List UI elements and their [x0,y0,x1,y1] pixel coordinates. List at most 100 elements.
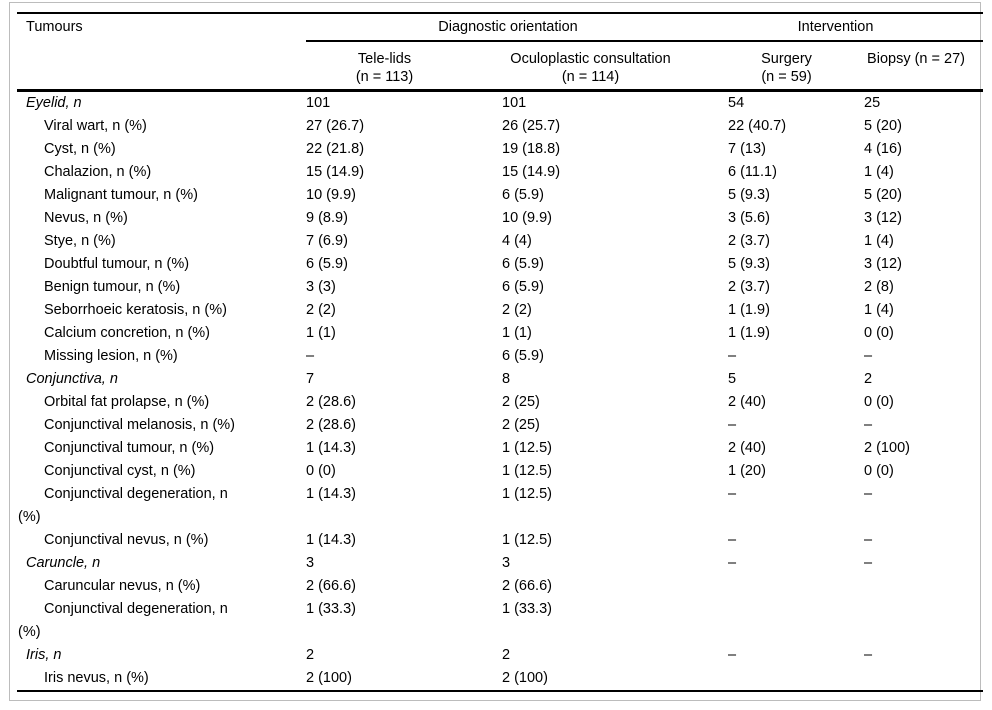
table-row: Conjunctival degeneration, n (%) 1 (33.3) 1… [17,598,983,644]
value-cell: 0 (0) [864,393,894,410]
table-row: Conjunctival tumour, n (%) 1 (14.3) 1 (12.… [17,437,983,460]
value-cell: – [306,347,315,364]
value-cell: 2 (25) [502,393,540,410]
table-row: Eyelid, n 101 101 54 25 [17,90,983,115]
group-header-diagnostic-orientation: Diagnostic orientation [306,13,729,42]
table-row: Orbital fat prolapse, n (%) 2 (28.6) 2 (25… [17,391,983,414]
row-label-text: Caruncular nevus, n (%) [44,577,201,594]
row-label-text: Malignant tumour, n (%) [44,186,198,203]
row-label-text: Conjunctival cyst, n (%) [44,462,196,479]
value-cell: – [864,554,873,571]
value-cell: 2 (100) [502,669,548,686]
row-label-text: Cyst, n (%) [44,140,116,157]
value-cell: 26 (25.7) [502,117,561,134]
value-cell: 1 (14.3) [306,485,356,502]
table-row: Chalazion, n (%) 15 (14.9) 15 (14.9) 6 (11.… [17,161,983,184]
column-sublabel: (n = 114) [561,69,620,85]
value-cell: 8 [502,370,511,387]
value-cell: – [864,646,873,663]
value-cell: – [864,531,873,548]
row-label-text: Stye, n (%) [44,232,116,249]
row-label-item: Conjunctival degeneration, n (%) [17,483,306,529]
row-label-item: Orbital fat prolapse, n (%) [17,391,306,414]
value-cell: 1 (4) [864,301,894,318]
value-cell: 6 (5.9) [502,186,544,203]
value-cell: 7 (13) [728,140,766,157]
row-label-text: Conjunctival melanosis, n (%) [44,416,235,433]
row-label-text: Missing lesion, n (%) [44,347,178,364]
row-label-section: Iris, n [17,644,306,667]
value-cell: 2 (3.7) [728,232,770,249]
column-sublabel: (n = 59) [761,69,812,85]
value-cell [864,598,983,644]
value-cell [728,598,864,644]
table-row: Iris, n 2 2 – – [17,644,983,667]
column-label: Surgery [761,51,812,67]
value-cell: 1 (14.3) [306,531,356,548]
value-cell: 19 (18.8) [502,140,561,157]
row-label-text: Conjunctival degeneration, n [44,485,228,502]
value-cell: 3 (3) [306,278,336,295]
value-cell: 3 (12) [864,255,902,272]
value-cell: 22 (21.8) [306,140,365,157]
value-cell: 2 (100) [864,439,910,456]
value-cell: 1 (1) [306,324,336,341]
value-cell: – [728,416,737,433]
value-cell: 1 (33.3) [306,600,356,617]
column-header-tumours: Tumours [17,13,306,92]
value-cell: 2 (3.7) [728,278,770,295]
value-cell: 1 (12.5) [502,485,552,502]
group-header-intervention: Intervention [728,13,984,42]
value-cell: 15 (14.9) [502,163,561,180]
value-cell: – [728,347,737,364]
value-cell [864,667,983,691]
row-label-item: Nevus, n (%) [17,207,306,230]
value-cell: 15 (14.9) [306,163,365,180]
value-cell: 2 (66.6) [306,577,356,594]
column-header-surgery: Surgery (n = 59) [728,41,865,92]
row-label-section: Conjunctiva, n [17,368,306,391]
table-row: Missing lesion, n (%) – 6 (5.9) – – [17,345,983,368]
table-row: Viral wart, n (%) 27 (26.7) 26 (25.7) 22 (4… [17,115,983,138]
row-label-text: Conjunctiva, n [26,370,118,387]
value-cell: 1 (4) [864,232,894,249]
value-cell: 1 (14.3) [306,439,356,456]
value-cell: 2 (66.6) [502,577,552,594]
table-row: Doubtful tumour, n (%) 6 (5.9) 6 (5.9) 5 (9… [17,253,983,276]
value-cell: – [728,554,737,571]
row-label-section: Eyelid, n [17,90,306,115]
tumours-table: Tumours Diagnostic orientation Intervent… [17,12,984,692]
table-row: Conjunctival nevus, n (%) 1 (14.3) 1 (12.5… [17,529,983,552]
row-label-item: Chalazion, n (%) [17,161,306,184]
value-cell: – [864,485,873,502]
value-cell: 1 (1) [502,324,532,341]
row-label-wrap-text: (%) [18,508,41,525]
value-cell: 6 (11.1) [728,163,777,180]
row-label-item: Conjunctival tumour, n (%) [17,437,306,460]
value-cell: 101 [306,94,331,111]
value-cell: 2 (25) [502,416,540,433]
value-cell: – [728,531,737,548]
row-label-item: Benign tumour, n (%) [17,276,306,299]
value-cell: 7 [306,370,315,387]
value-cell: 4 (16) [864,140,902,157]
table-row: Conjunctival cyst, n (%) 0 (0) 1 (12.5) 1 (… [17,460,983,483]
value-cell: 101 [502,94,527,111]
row-label-text: Eyelid, n [26,94,82,111]
value-cell: 5 (20) [864,186,902,203]
value-cell: 7 (6.9) [306,232,348,249]
table-body: Eyelid, n 101 101 54 25 Viral wart, n (%) 27 (… [17,90,983,691]
value-cell: 2 [502,646,511,663]
value-cell: 2 (40) [728,393,766,410]
row-label-text: Orbital fat prolapse, n (%) [44,393,210,410]
row-label-text: Seborrhoeic keratosis, n (%) [44,301,227,318]
figure-border [9,2,981,701]
row-label-text: Chalazion, n (%) [44,163,152,180]
column-sublabel: (n = 113) [355,69,414,85]
column-label: Oculoplastic consultation [510,51,671,67]
row-label-item: Conjunctival degeneration, n (%) [17,598,306,644]
table-row: Caruncle, n 3 3 – – [17,552,983,575]
value-cell: 22 (40.7) [728,117,787,134]
value-cell: 6 (5.9) [502,347,544,364]
value-cell: – [728,646,737,663]
